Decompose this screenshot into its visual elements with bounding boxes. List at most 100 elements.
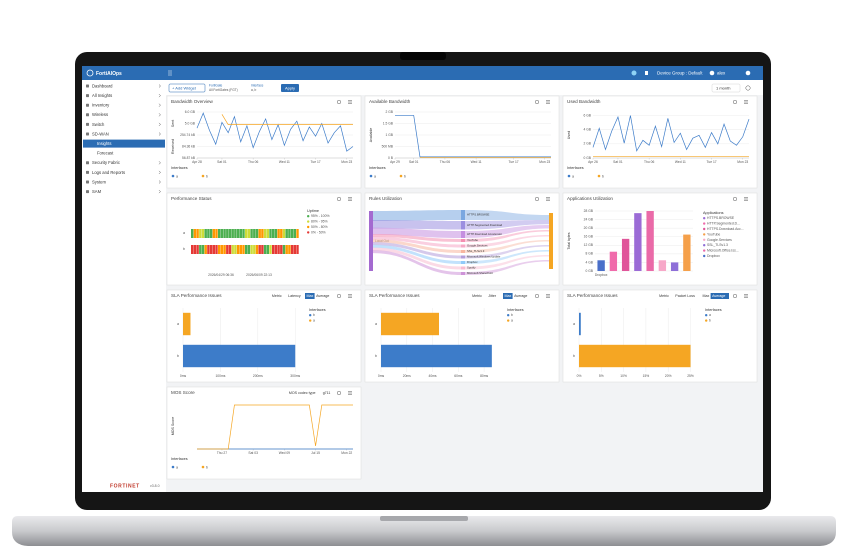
legend-label[interactable]: Google.Services xyxy=(707,238,732,242)
nav-item[interactable]: Dashboard xyxy=(92,83,113,88)
bar[interactable] xyxy=(670,262,679,271)
menu-icon[interactable] xyxy=(348,294,352,298)
control[interactable]: Max xyxy=(505,294,512,298)
menu-icon[interactable] xyxy=(744,100,748,104)
legend-label[interactable]: a xyxy=(374,174,376,178)
control[interactable]: Average xyxy=(514,294,527,298)
help-icon[interactable] xyxy=(745,70,751,76)
legend-label[interactable]: HTTPS.BROWSE xyxy=(707,216,735,220)
menu-icon[interactable] xyxy=(546,197,550,201)
menu-icon[interactable] xyxy=(348,391,352,395)
bar[interactable] xyxy=(579,344,691,368)
control[interactable]: Metric xyxy=(659,294,669,298)
refresh-icon[interactable] xyxy=(745,85,751,91)
refresh-icon[interactable] xyxy=(336,390,342,396)
nav-item[interactable]: Switch xyxy=(92,122,105,127)
menu-icon[interactable] xyxy=(546,294,550,298)
control[interactable]: Max xyxy=(703,294,710,298)
legend-label[interactable]: a xyxy=(313,319,315,323)
control[interactable]: Packet Loss xyxy=(675,294,695,298)
nav-item[interactable]: Wireless xyxy=(92,112,108,117)
bar[interactable] xyxy=(658,260,667,271)
refresh-icon[interactable] xyxy=(534,99,540,105)
y-axis-label: Available xyxy=(369,128,373,143)
bar[interactable] xyxy=(381,344,492,368)
filter-value[interactable]: All FortiGates (FGT) xyxy=(209,88,238,92)
refresh-icon[interactable] xyxy=(534,293,540,299)
nav-item[interactable]: Inventory xyxy=(92,103,110,108)
legend-label[interactable]: SSL_TLSv1.3 xyxy=(707,243,728,247)
control[interactable]: Max xyxy=(307,294,314,298)
refresh-icon[interactable] xyxy=(732,293,738,299)
legend-label[interactable]: a xyxy=(176,174,178,178)
nav-item[interactable]: System xyxy=(92,179,106,184)
legend-label[interactable]: HTTPS.Download.Acc... xyxy=(707,227,744,231)
flow xyxy=(373,244,461,264)
device-group[interactable]: Device Group : Default xyxy=(657,71,703,76)
bar[interactable] xyxy=(183,344,296,368)
legend-label[interactable]: YouTube xyxy=(707,232,720,236)
legend-label[interactable]: b xyxy=(313,313,315,317)
bar[interactable] xyxy=(683,234,691,271)
menu-icon[interactable] xyxy=(744,197,748,201)
menu-icon[interactable] xyxy=(546,100,550,104)
bar[interactable] xyxy=(597,260,605,271)
nav-item[interactable]: SAM xyxy=(92,189,102,194)
menu-icon[interactable] xyxy=(744,294,748,298)
legend-label[interactable]: b xyxy=(404,174,406,178)
filter-value[interactable]: a, b xyxy=(251,88,257,92)
control[interactable]: Metric xyxy=(472,294,482,298)
bar[interactable] xyxy=(579,312,581,336)
control[interactable]: Average xyxy=(712,294,725,298)
legend-label[interactable]: b xyxy=(511,313,513,317)
nav-item[interactable]: SD-WAN xyxy=(92,131,109,136)
legend-label[interactable]: 95% - 100% xyxy=(311,214,329,218)
bar[interactable] xyxy=(621,238,630,271)
refresh-icon[interactable] xyxy=(732,99,738,105)
user-name[interactable]: alex xyxy=(717,71,726,76)
legend-label[interactable]: a xyxy=(709,313,711,317)
nav-item[interactable]: All Insights xyxy=(92,93,112,98)
nav-item[interactable]: Forecast xyxy=(97,151,114,156)
bar[interactable] xyxy=(609,251,618,271)
nav-item[interactable]: Security Fabric xyxy=(92,160,120,165)
legend-label[interactable]: a xyxy=(176,465,178,469)
legend-label[interactable]: b xyxy=(602,174,604,178)
legend-label[interactable]: HTTP.Segmented.D... xyxy=(707,222,740,226)
bar[interactable] xyxy=(381,312,439,336)
refresh-icon[interactable] xyxy=(534,196,540,202)
bar[interactable] xyxy=(634,213,642,271)
range-select[interactable] xyxy=(711,83,741,93)
control[interactable]: Average xyxy=(316,294,329,298)
bar[interactable] xyxy=(183,312,191,336)
status-cell xyxy=(204,245,207,254)
legend-label[interactable]: 50% - 80% xyxy=(311,225,328,229)
refresh-icon[interactable] xyxy=(732,196,738,202)
nav-item[interactable]: Insights xyxy=(97,141,111,146)
legend-label[interactable]: b xyxy=(206,174,208,178)
apply-button[interactable] xyxy=(281,84,299,92)
refresh-icon[interactable] xyxy=(336,293,342,299)
control[interactable]: Jitter xyxy=(488,294,497,298)
refresh-icon[interactable] xyxy=(336,99,342,105)
legend-label[interactable]: b xyxy=(709,319,711,323)
legend-label[interactable]: 80% - 95% xyxy=(311,220,328,224)
legend-label[interactable]: a xyxy=(572,174,574,178)
menu-icon[interactable] xyxy=(168,70,172,76)
control[interactable]: Metric xyxy=(272,294,282,298)
menu-icon[interactable] xyxy=(348,100,352,104)
legend-label[interactable]: b xyxy=(206,465,208,469)
refresh-icon[interactable] xyxy=(336,196,342,202)
bar[interactable] xyxy=(646,211,654,271)
control[interactable]: g711 xyxy=(323,391,331,395)
legend-label[interactable]: 0% - 50% xyxy=(311,230,326,234)
add-widget-button[interactable] xyxy=(168,83,206,93)
legend-label[interactable]: Microsoft.Office.Iss... xyxy=(707,249,739,253)
menu-icon[interactable] xyxy=(348,197,352,201)
legend-label[interactable]: a xyxy=(511,319,513,323)
control[interactable]: Latency xyxy=(288,294,301,298)
status-cell xyxy=(218,229,221,238)
legend-label[interactable]: Dropbox xyxy=(707,254,720,258)
control[interactable]: MOS codec type xyxy=(289,391,316,395)
nav-item[interactable]: Logs and Reports xyxy=(92,170,125,175)
